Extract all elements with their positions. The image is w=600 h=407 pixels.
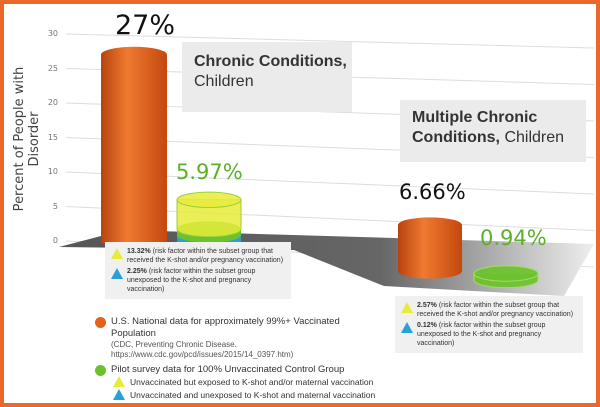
orange-dot-icon [95, 317, 106, 328]
blue-triangle-icon [401, 322, 413, 333]
bar-national-chronic [101, 54, 167, 249]
yellow-triangle-icon [401, 302, 413, 313]
bar-pilot-multiple-top [473, 265, 539, 282]
yellow-triangle-icon [111, 248, 123, 259]
group-title-bold: Multiple Chronic Conditions, [412, 109, 538, 146]
legend-exposed: Unvaccinated but exposed to K-shot and/o… [130, 377, 374, 387]
bar-national-multiple-top [398, 217, 462, 233]
y-tick-label: 0 [52, 236, 58, 245]
y-tick-label: 30 [47, 29, 58, 38]
subset-unexposed-1: 2.25% (risk factor within the subset gro… [109, 267, 287, 294]
group-title-rest: Children [194, 73, 254, 90]
subset-value: 2.25% [127, 268, 147, 275]
legend-pilot: Pilot survey data for 100% Unvaccinated … [111, 364, 345, 375]
subset-value: 2.57% [417, 302, 437, 309]
legend-national-item: U.S. National data for approximately 99%… [95, 316, 385, 360]
subset-text: (risk factor within the subset group une… [417, 322, 546, 347]
y-tick-label: 20 [47, 98, 58, 107]
legend-unexposed: Unvaccinated and unexposed to K-shot and… [130, 390, 376, 400]
subset-unexposed-2: 0.12% (risk factor within the subset gro… [399, 321, 579, 348]
legend-exposed-item: Unvaccinated but exposed to K-shot and/o… [95, 376, 385, 389]
subset-exposed-1: 13.32% (risk factor within the subset gr… [109, 247, 287, 265]
subset-text: (risk factor within the subset group une… [127, 268, 256, 293]
bar-national-multiple [398, 225, 462, 279]
y-tick-label: 25 [47, 63, 58, 73]
legend-national-source: (CDC, Preventing Chronic Disease. https:… [111, 340, 294, 359]
blue-triangle-icon [113, 389, 125, 400]
subset-text: (risk factor within the subset group tha… [417, 302, 574, 318]
bar-national-chronic-top [101, 46, 167, 63]
subset-value: 0.12% [417, 322, 437, 329]
group-title-chronic: Chronic Conditions, Children [182, 42, 352, 112]
blue-triangle-icon [111, 268, 123, 279]
group-title-multiple: Multiple Chronic Conditions, Children [400, 100, 586, 162]
value-label-pilot-2: 0.94% [480, 226, 547, 250]
bar-pilot-exposed-chronic-top [176, 191, 242, 208]
yellow-triangle-icon [113, 376, 125, 387]
group-title-bold: Chronic Conditions, [194, 53, 347, 70]
value-label-pilot-1: 5.97% [176, 160, 243, 184]
subset-box-2: 2.57% (risk factor within the subset gro… [395, 296, 583, 353]
subset-value: 13.32% [127, 248, 151, 255]
value-label-national-2: 6.66% [399, 180, 466, 204]
subset-box-1: 13.32% (risk factor within the subset gr… [105, 242, 291, 299]
legend-pilot-item: Pilot survey data for 100% Unvaccinated … [95, 364, 385, 376]
green-dot-icon [95, 365, 106, 376]
bar-pilot-exposed-chronic [176, 199, 242, 238]
gridline [65, 33, 595, 49]
y-tick-label: 10 [47, 167, 58, 176]
y-tick-label: 15 [47, 132, 58, 142]
legend: U.S. National data for approximately 99%… [95, 316, 385, 402]
group-title-rest: Children [504, 129, 565, 146]
value-label-national-1: 27% [115, 10, 176, 41]
legend-national: U.S. National data for approximately 99%… [111, 316, 340, 339]
legend-unexposed-item: Unvaccinated and unexposed to K-shot and… [95, 389, 385, 402]
plot-area [59, 33, 595, 296]
subset-text: (risk factor within the subset group tha… [127, 248, 284, 264]
subset-exposed-2: 2.57% (risk factor within the subset gro… [399, 301, 579, 319]
y-tick-label: 5 [52, 201, 58, 211]
y-axis-label: Percent of People with Disorder [12, 66, 42, 212]
